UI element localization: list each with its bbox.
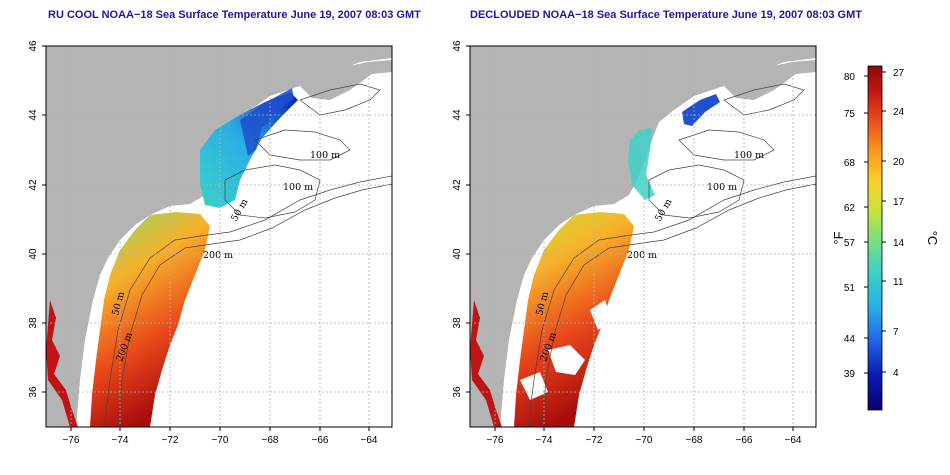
y-tick-label: 36 (452, 386, 463, 398)
y-tick-label: 40 (452, 248, 463, 260)
celsius-tick-label: 20 (893, 157, 905, 168)
y-tick-label: 38 (452, 317, 463, 329)
x-tick-label: −70 (212, 435, 229, 446)
left-plot-frame (45, 45, 393, 428)
celsius-tick-label: 14 (893, 238, 905, 249)
sst-swath (514, 212, 634, 427)
sst-swath (90, 212, 210, 427)
x-tick-label: −72 (586, 435, 603, 446)
left-panel-title: RU COOL NOAA−18 Sea Surface Temperature … (48, 9, 421, 21)
right-x-axis: −76 −74 −72 −70 −68 −66 −64 (487, 427, 802, 446)
x-tick-label: −72 (162, 435, 179, 446)
x-tick-label: −68 (686, 435, 703, 446)
x-tick-label: −64 (361, 435, 378, 446)
y-tick-label: 44 (452, 109, 463, 121)
gulf-of-maine-deep (682, 94, 720, 126)
y-tick-label: 46 (28, 40, 39, 52)
right-grid (470, 46, 816, 427)
x-tick-label: −74 (112, 435, 129, 446)
colorbar: 80 75 68 62 57 51 44 39 27 24 20 17 14 1… (831, 65, 940, 411)
y-tick-label: 42 (452, 179, 463, 191)
fahrenheit-tick-label: 62 (844, 203, 856, 214)
gulf-of-maine-sst (628, 128, 655, 200)
x-tick-label: −74 (536, 435, 553, 446)
contour-label: 100 m (310, 150, 340, 161)
declouded-gaps (520, 300, 612, 400)
celsius-tick-label: 7 (893, 327, 899, 338)
celsius-tick-label: 17 (893, 197, 905, 208)
contour-label: 100 m (734, 150, 764, 161)
x-tick-label: −66 (736, 435, 753, 446)
right-y-axis: 36 38 40 42 44 46 (452, 40, 470, 398)
contour-label: 50 m (653, 197, 675, 223)
bathymetry-contours (527, 83, 816, 427)
y-tick-label: 46 (452, 40, 463, 52)
left-map (46, 46, 392, 427)
chesapeake-bay (470, 300, 502, 427)
land-mass (46, 46, 392, 427)
x-tick-label: −64 (785, 435, 802, 446)
celsius-axis-label: °C (925, 231, 940, 246)
fahrenheit-ticks (864, 75, 868, 374)
colorbar-gradient (867, 65, 883, 411)
contour-label: 200 m (627, 250, 657, 261)
fahrenheit-tick-label: 44 (844, 334, 856, 345)
contour-label: 100 m (283, 182, 313, 193)
right-panel-title: DECLOUDED NOAA−18 Sea Surface Temperatur… (470, 9, 862, 21)
y-tick-label: 42 (28, 179, 39, 191)
celsius-tick-label: 27 (893, 68, 905, 79)
y-tick-label: 36 (28, 386, 39, 398)
bathymetry-contours (103, 83, 392, 427)
x-tick-label: −76 (487, 435, 504, 446)
right-map (470, 46, 816, 427)
gulf-of-maine-deep (240, 88, 294, 156)
fahrenheit-tick-label: 51 (844, 283, 856, 294)
y-tick-label: 38 (28, 317, 39, 329)
x-tick-label: −68 (262, 435, 279, 446)
fahrenheit-tick-label: 80 (844, 72, 856, 83)
celsius-tick-label: 4 (893, 368, 899, 379)
y-tick-label: 40 (28, 248, 39, 260)
fahrenheit-tick-label: 39 (844, 369, 856, 380)
left-grid (46, 46, 392, 427)
x-tick-label: −76 (63, 435, 80, 446)
x-tick-label: −66 (312, 435, 329, 446)
contour-label: 200 m (203, 250, 233, 261)
chesapeake-bay (46, 300, 78, 427)
left-y-axis: 36 38 40 42 44 46 (28, 40, 46, 398)
fahrenheit-tick-label: 68 (844, 158, 856, 169)
land-mass (470, 46, 816, 427)
celsius-tick-label: 11 (893, 277, 904, 288)
fahrenheit-axis-label: °F (831, 231, 846, 244)
fahrenheit-tick-label: 75 (844, 109, 856, 120)
contour-label: 100 m (707, 182, 737, 193)
celsius-tick-label: 24 (893, 107, 905, 118)
y-tick-label: 44 (28, 109, 39, 121)
x-tick-label: −70 (636, 435, 653, 446)
left-x-axis: −76 −74 −72 −70 −68 −66 −64 (63, 427, 378, 446)
fahrenheit-tick-label: 57 (844, 238, 856, 249)
right-plot-frame (469, 45, 817, 428)
celsius-ticks (882, 71, 886, 373)
